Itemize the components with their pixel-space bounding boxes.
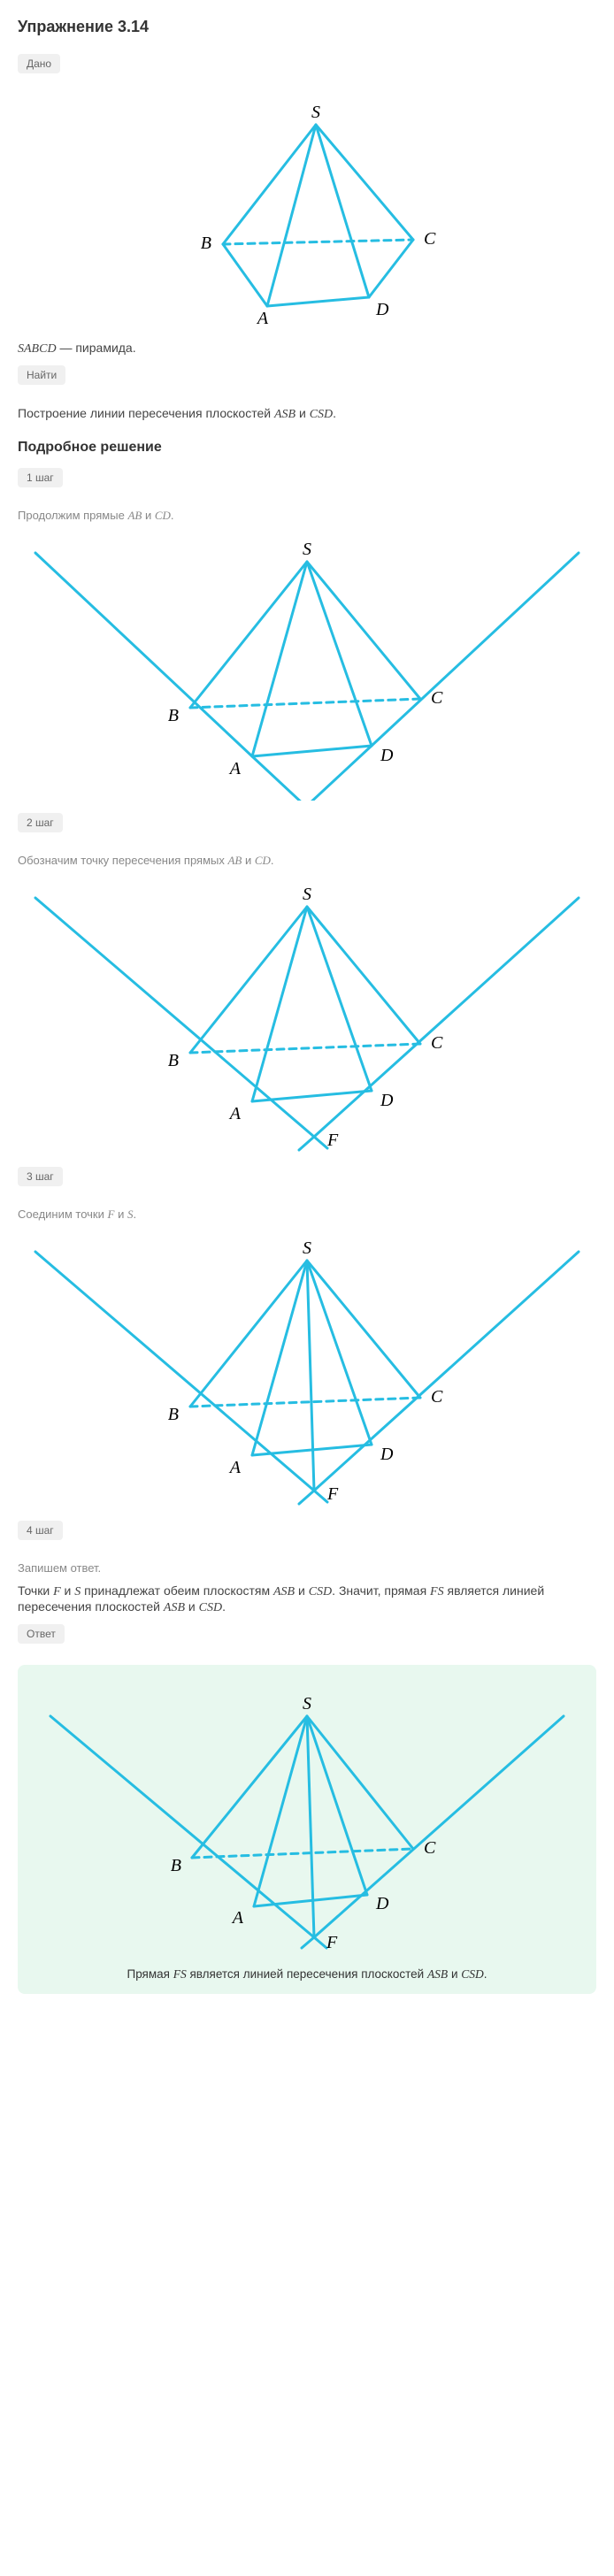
label-s: S (303, 540, 311, 559)
given-badge: Дано (18, 54, 60, 73)
pyramid-1: S B C A D (139, 98, 475, 328)
label-f: F (326, 1484, 339, 1504)
label-s: S (303, 1694, 311, 1714)
step2-badge: 2 шаг (18, 813, 63, 832)
label-b: B (168, 1405, 179, 1424)
label-c: C (431, 1033, 443, 1053)
label-b: B (201, 234, 211, 253)
step1-badge: 1 шаг (18, 468, 63, 487)
label-d: D (380, 746, 394, 765)
label-d: D (375, 1894, 389, 1913)
pyramid-step2: S B C A D F (18, 880, 596, 1154)
pyramid-answer: S B C A D F (33, 1690, 581, 1955)
label-a: A (228, 1458, 242, 1477)
answer-caption: Прямая FS является линией пересечения пл… (30, 1967, 584, 1982)
label-c: C (424, 1838, 436, 1858)
label-a: A (256, 309, 269, 328)
label-c: C (431, 1387, 443, 1407)
find-statement: Построение линии пересечения плоскостей … (18, 406, 596, 422)
figure-step2: S B C A D F (18, 880, 596, 1154)
label-b: B (171, 1856, 181, 1875)
label-f: F (326, 1933, 338, 1952)
find-badge: Найти (18, 365, 65, 385)
step3-badge: 3 шаг (18, 1167, 63, 1186)
conclusion: Точки F и S принадлежат обеим плоскостям… (18, 1583, 596, 1615)
label-c: C (431, 688, 443, 708)
label-a: A (231, 1908, 244, 1928)
step3-text: Соединим точки F и S. (18, 1208, 596, 1222)
answer-badge: Ответ (18, 1624, 65, 1644)
label-d: D (380, 1445, 394, 1464)
figure-given: S B C A D (18, 98, 596, 328)
label-d: D (380, 1091, 394, 1110)
figure-step3: S B C A D F (18, 1234, 596, 1508)
label-b: B (168, 706, 179, 725)
label-d: D (375, 300, 389, 319)
label-s: S (311, 103, 320, 122)
pyramid-step3: S B C A D F (18, 1234, 596, 1508)
step4-text: Запишем ответ. (18, 1561, 596, 1575)
label-b: B (168, 1051, 179, 1070)
step1-text: Продолжим прямые AB и CD. (18, 509, 596, 523)
pyramid-step1: S B C A D (18, 535, 596, 801)
label-s: S (303, 885, 311, 904)
label-a: A (228, 759, 242, 778)
label-a: A (228, 1104, 242, 1123)
label-c: C (424, 229, 436, 249)
figure-answer: S B C A D F (30, 1690, 584, 1955)
label-s: S (303, 1238, 311, 1258)
given-statement: SABCD — пирамида. (18, 341, 596, 356)
figure-step1: S B C A D (18, 535, 596, 801)
step4-badge: 4 шаг (18, 1521, 63, 1540)
solution-heading: Подробное решение (18, 440, 596, 456)
step2-text: Обозначим точку пересечения прямых AB и … (18, 854, 596, 868)
answer-box: S B C A D F Прямая FS является линией пе… (18, 1665, 596, 1994)
label-f: F (326, 1131, 339, 1150)
exercise-title: Упражнение 3.14 (18, 18, 596, 36)
